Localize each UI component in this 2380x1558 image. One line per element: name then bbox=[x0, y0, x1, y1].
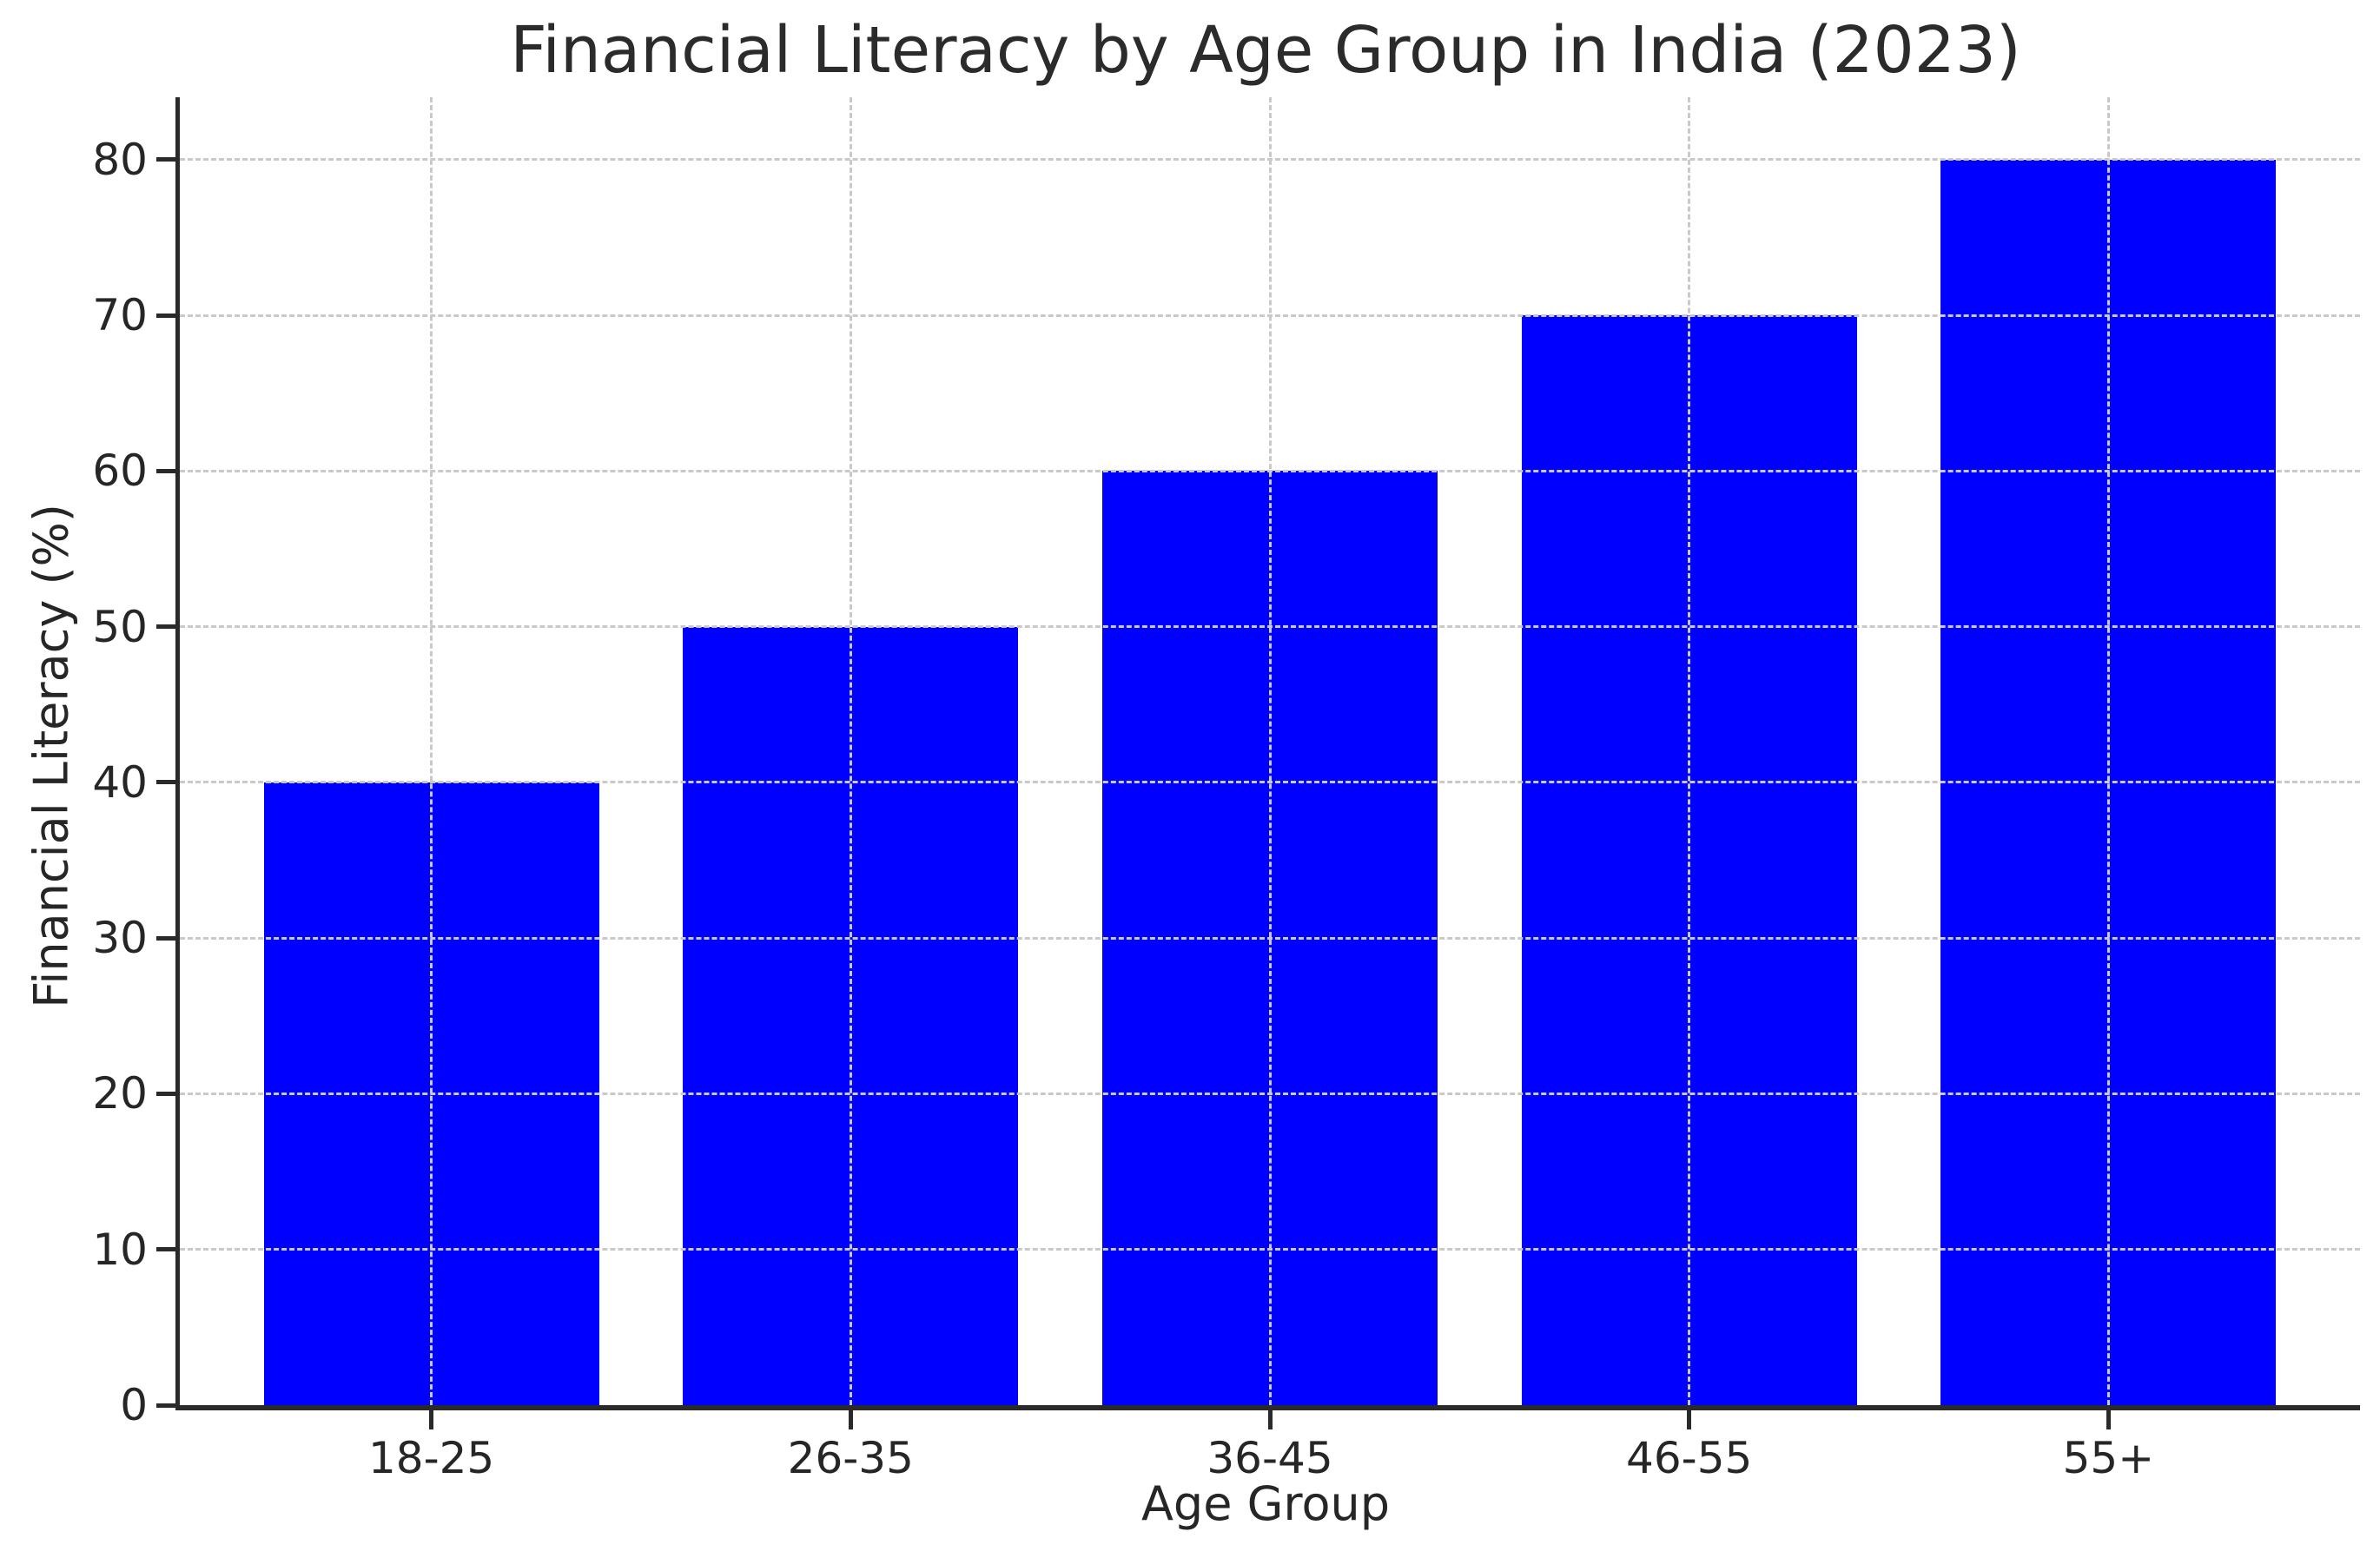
gridline-v-26-35 bbox=[849, 97, 852, 1405]
x-tick-label-46-55: 46-55 bbox=[1626, 1433, 1753, 1483]
y-tick-mark-20 bbox=[156, 1091, 175, 1096]
gridline-v-36-45 bbox=[1268, 97, 1272, 1405]
y-tick-mark-50 bbox=[156, 624, 175, 630]
y-tick-label-70: 70 bbox=[92, 290, 148, 340]
x-tick-label-55+: 55+ bbox=[2062, 1433, 2155, 1483]
y-tick-label-30: 30 bbox=[92, 913, 148, 964]
y-tick-label-0: 0 bbox=[120, 1380, 148, 1430]
y-tick-mark-40 bbox=[156, 780, 175, 785]
y-tick-label-20: 20 bbox=[92, 1068, 148, 1119]
y-tick-label-60: 60 bbox=[92, 446, 148, 497]
x-tick-mark-36-45 bbox=[1267, 1410, 1273, 1429]
y-tick-mark-30 bbox=[156, 935, 175, 941]
y-tick-mark-0 bbox=[156, 1403, 175, 1408]
y-tick-mark-60 bbox=[156, 468, 175, 473]
y-tick-label-80: 80 bbox=[92, 134, 148, 185]
gridline-v-18-25 bbox=[430, 97, 433, 1405]
x-tick-mark-46-55 bbox=[1687, 1410, 1692, 1429]
x-tick-label-36-45: 36-45 bbox=[1207, 1433, 1333, 1483]
y-tick-mark-70 bbox=[156, 313, 175, 318]
x-tick-label-26-35: 26-35 bbox=[787, 1433, 914, 1483]
chart-title: Financial Literacy by Age Group in India… bbox=[510, 13, 2021, 88]
y-tick-label-40: 40 bbox=[92, 756, 148, 808]
plot-area: 0 10 20 30 40 50 60 70 80 18-25 26-35 36-45 46-55 55+ bbox=[92, 97, 2360, 1480]
x-tick-mark-18-25 bbox=[429, 1410, 434, 1429]
x-tick-mark-26-35 bbox=[848, 1410, 853, 1429]
x-tick-mark-55+ bbox=[2106, 1410, 2111, 1429]
y-tick-label-10: 10 bbox=[92, 1224, 148, 1275]
y-tick-mark-80 bbox=[156, 157, 175, 162]
x-tick-label-18-25: 18-25 bbox=[367, 1433, 495, 1483]
y-tick-label-50: 50 bbox=[92, 601, 148, 652]
gridline-v-46-55 bbox=[1688, 97, 1691, 1405]
x-axis-label: Age Group bbox=[1140, 1476, 1390, 1531]
gridline-v-55+ bbox=[2106, 97, 2110, 1405]
y-tick-mark-10 bbox=[156, 1247, 175, 1252]
